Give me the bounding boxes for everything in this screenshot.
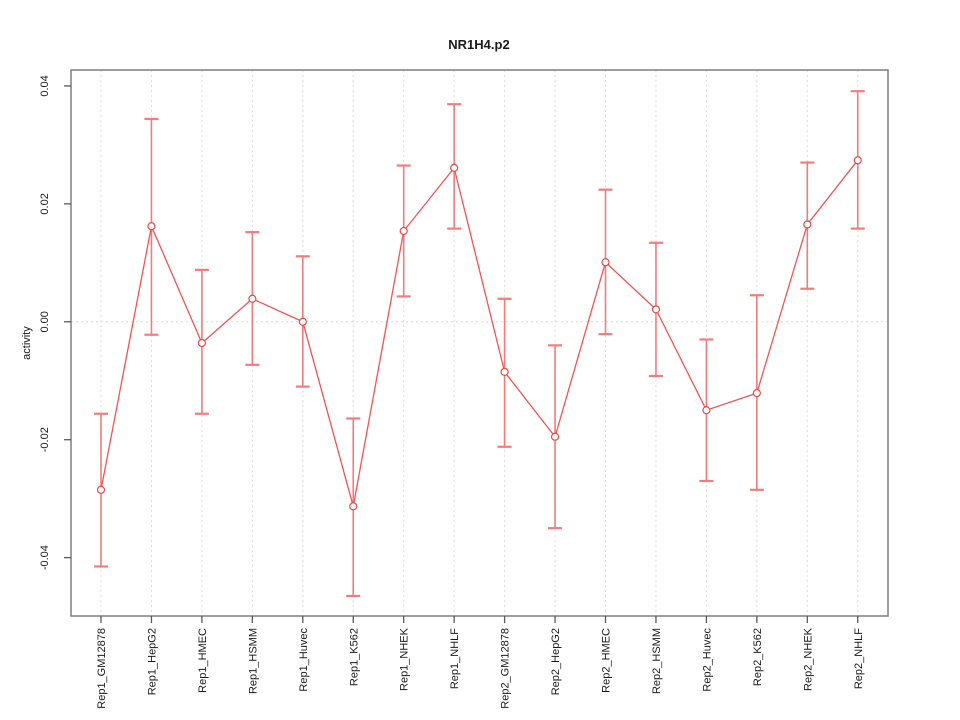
x-tick-label: Rep1_HMEC	[197, 628, 209, 693]
x-tick-label: Rep1_HSMM	[247, 628, 259, 694]
data-point-marker	[550, 432, 560, 441]
x-tick-label: Rep1_NHLF	[449, 628, 461, 689]
x-tick-label: Rep1_K562	[348, 628, 360, 686]
chart-title: NR1H4.p2	[448, 37, 509, 52]
data-point-marker	[803, 220, 812, 229]
data-point-marker	[853, 156, 862, 165]
data-point-marker	[399, 226, 408, 236]
x-tick-label: Rep1_NHEK	[399, 627, 411, 691]
x-tick-label: Rep1_Huvec	[298, 628, 310, 692]
data-point-marker	[147, 222, 156, 231]
y-tick-label: 0.00	[39, 311, 51, 332]
data-point-marker	[349, 502, 358, 511]
x-tick-label: Rep1_HepG2	[146, 628, 158, 695]
x-tick-label: Rep1_GM12878	[96, 628, 108, 709]
y-tick-label: 0.02	[39, 193, 51, 214]
data-point-marker	[651, 305, 661, 314]
x-tick-label: Rep2_HSMM	[651, 628, 663, 694]
x-tick-label: Rep2_NHLF	[853, 628, 865, 689]
y-tick-label: -0.02	[39, 427, 51, 452]
data-point-marker	[248, 294, 257, 303]
data-point-marker	[752, 389, 761, 398]
data-point-marker	[702, 406, 711, 415]
y-tick-label: -0.04	[39, 545, 51, 570]
data-point-marker	[96, 485, 106, 494]
error-bars	[94, 90, 865, 598]
data-point-markers	[96, 156, 862, 511]
data-point-marker	[601, 258, 610, 267]
x-tick-label: Rep2_NHEK	[802, 627, 814, 691]
series-line	[100, 159, 859, 507]
x-tick-label: Rep2_HMEC	[601, 628, 613, 693]
gridlines	[71, 70, 888, 616]
plot-frame	[70, 69, 889, 617]
data-point-marker	[197, 338, 206, 348]
y-tick-label: 0.04	[39, 75, 51, 96]
data-point-marker	[450, 163, 459, 172]
x-tick-label: Rep2_Huvec	[701, 628, 713, 692]
y-axis-label: activity	[21, 326, 33, 360]
x-tick-label: Rep2_K562	[752, 628, 764, 686]
x-tick-label: Rep2_HepG2	[550, 628, 562, 695]
data-point-marker	[298, 317, 307, 326]
axis-tick-labels: -0.04 -0.02 0.00 0.02 0.04 Rep1_GM12878 Rep1_H…	[39, 75, 865, 709]
plot-border	[70, 69, 889, 617]
axis-ticks	[64, 85, 859, 623]
series-line-layer	[100, 159, 859, 507]
x-tick-label: Rep2_GM12878	[500, 628, 512, 709]
data-point-marker	[500, 367, 509, 376]
